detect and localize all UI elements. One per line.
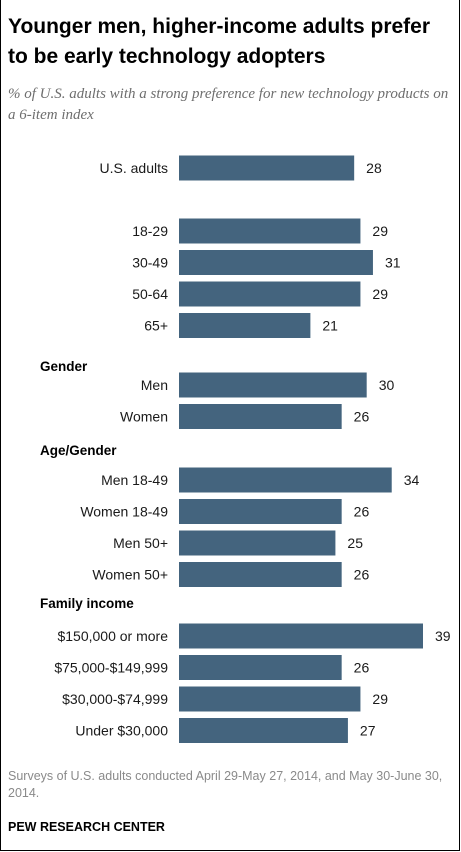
bar	[179, 281, 361, 307]
value-label: 31	[385, 255, 401, 271]
value-label: 26	[354, 660, 370, 676]
bar	[179, 499, 342, 524]
category-label: 50-64	[132, 286, 168, 302]
value-label: 21	[322, 318, 338, 334]
chart-title: Younger men, higher-income adults prefer…	[8, 15, 431, 68]
value-label: 39	[435, 628, 451, 644]
value-label: 29	[372, 223, 388, 239]
category-label: Women 50+	[92, 567, 168, 583]
chart-subtitle: % of U.S. adults with a strong preferenc…	[8, 86, 449, 123]
bar	[179, 372, 367, 398]
bar	[179, 562, 342, 587]
chart-footnote: Surveys of U.S. adults conducted April 2…	[8, 769, 443, 800]
bar	[179, 530, 336, 556]
value-label: 25	[347, 535, 363, 551]
category-label: 18-29	[132, 223, 168, 239]
group-heading: Gender	[40, 359, 88, 374]
bar	[179, 686, 361, 712]
category-label: 30-49	[132, 255, 168, 271]
category-label: Men	[141, 377, 168, 393]
value-label: 29	[372, 286, 388, 302]
category-label: U.S. adults	[100, 160, 168, 176]
bar	[179, 218, 361, 244]
source-credit: PEW RESEARCH CENTER	[8, 820, 165, 834]
category-label: 65+	[144, 318, 168, 334]
bar	[179, 655, 342, 680]
bar	[179, 250, 373, 275]
value-label: 26	[354, 409, 370, 425]
category-label: $30,000-$74,999	[62, 691, 168, 707]
value-label: 28	[366, 160, 382, 176]
bar-chart: U.S. adults 28 18-29 29 30-49 31 50-64 29 65+ 21 G…	[40, 155, 451, 743]
value-label: 27	[360, 723, 376, 739]
value-label: 29	[372, 691, 388, 707]
value-label: 26	[354, 504, 370, 520]
bar	[179, 718, 348, 743]
value-label: 26	[354, 567, 370, 583]
value-label: 34	[404, 472, 420, 488]
category-label: Under $30,000	[75, 723, 168, 739]
bar	[179, 467, 392, 493]
category-label: $150,000 or more	[57, 628, 168, 644]
category-label: Men 50+	[113, 535, 168, 551]
group-heading: Family income	[40, 596, 134, 611]
bar	[179, 623, 423, 649]
bar	[179, 313, 311, 338]
category-label: $75,000-$149,999	[54, 660, 168, 676]
category-label: Men 18-49	[101, 472, 168, 488]
category-label: Women	[120, 409, 168, 425]
value-label: 30	[379, 377, 395, 393]
bar	[179, 155, 355, 181]
bar	[179, 404, 342, 429]
group-heading: Age/Gender	[40, 443, 117, 458]
category-label: Women 18-49	[80, 504, 168, 520]
